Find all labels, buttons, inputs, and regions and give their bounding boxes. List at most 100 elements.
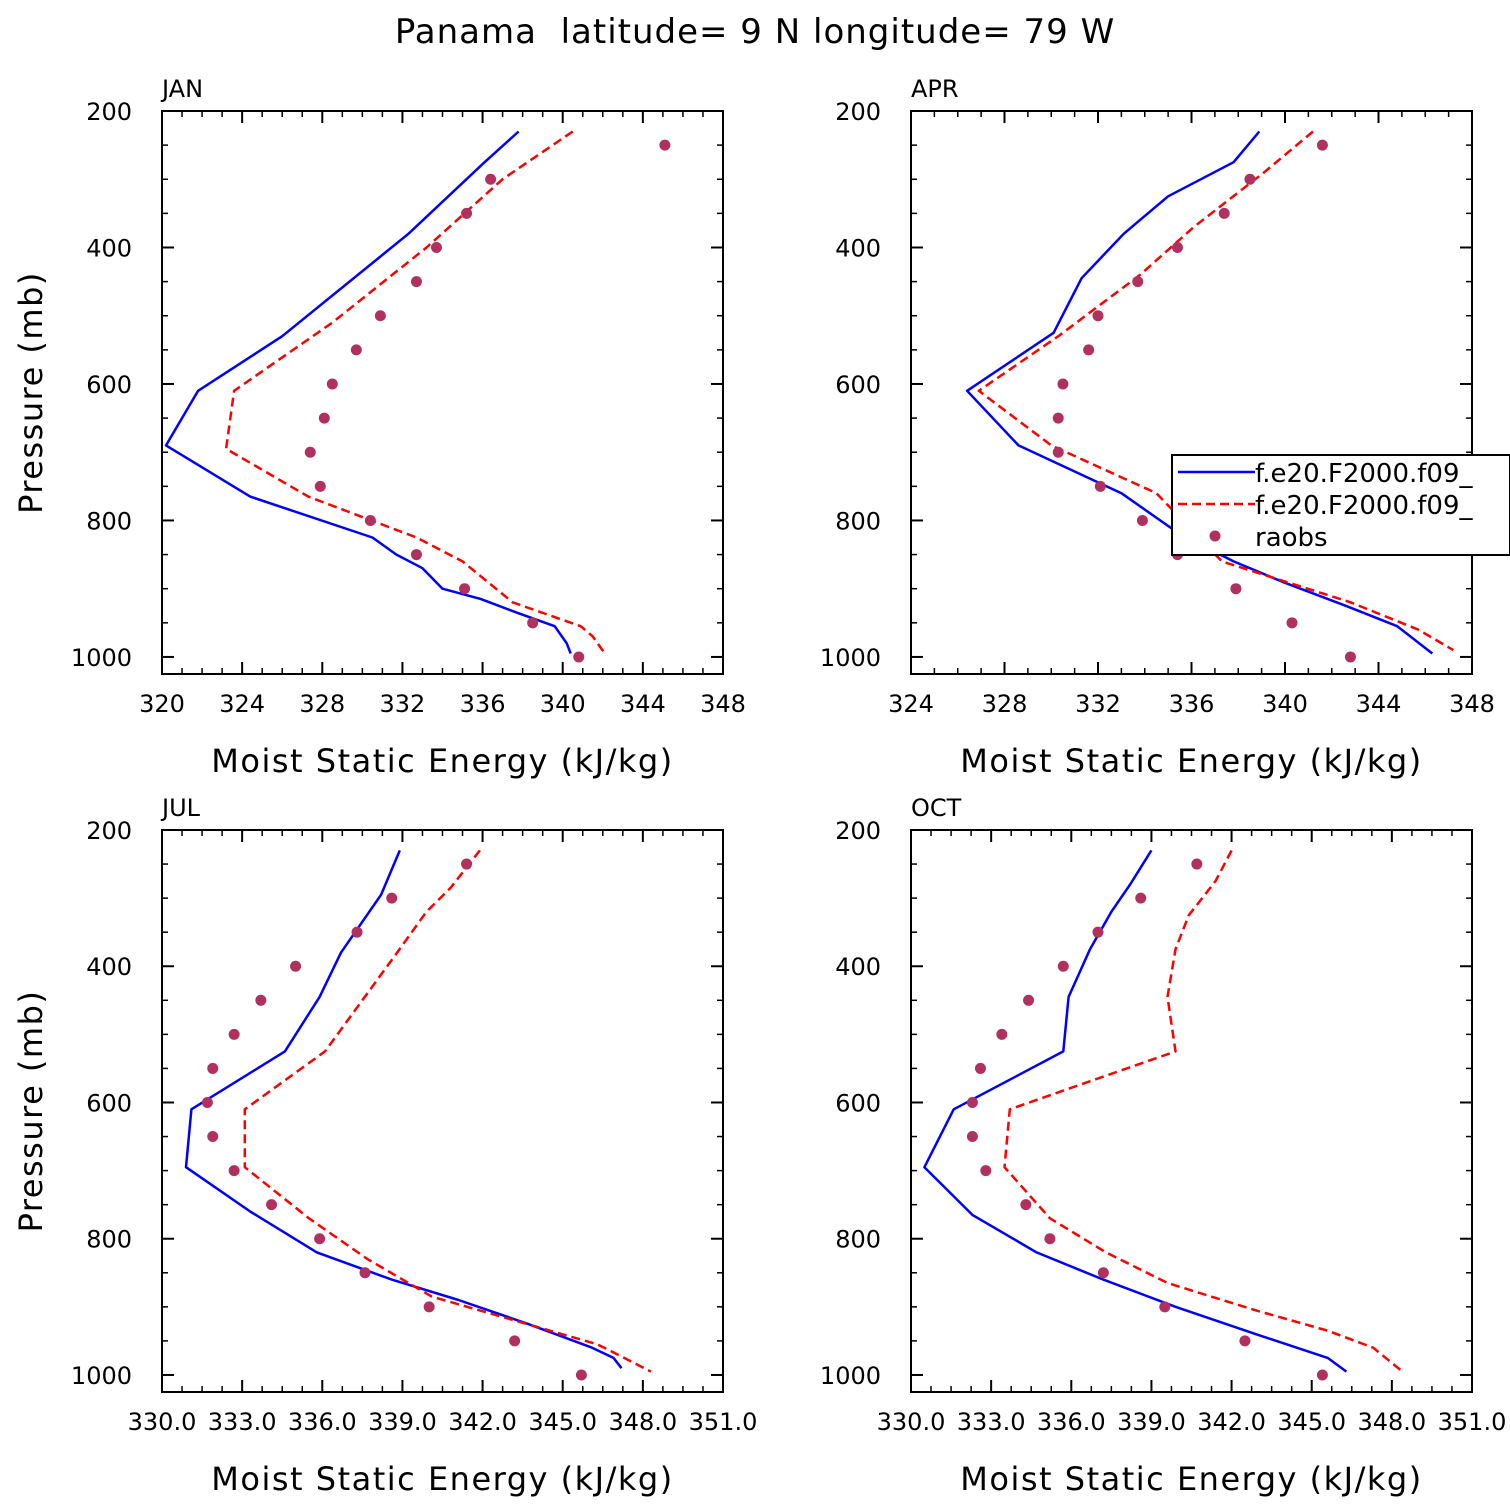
raobs-point (966, 1131, 978, 1143)
y-axis-label: Pressure (mb) (12, 990, 50, 1233)
x-tick-label: 339.0 (1117, 1408, 1186, 1436)
y-tick-label: 400 (86, 953, 132, 981)
plot-frame (161, 829, 724, 1393)
raobs-point (1159, 1301, 1171, 1313)
y-tick-label: 800 (86, 1226, 132, 1254)
y-tick-label: 200 (835, 98, 881, 126)
raobs-point (1171, 241, 1183, 253)
raobs-point (314, 480, 326, 492)
raobs-point (228, 1165, 240, 1177)
raobs-point (1057, 960, 1069, 972)
panel-title: OCT (911, 794, 962, 822)
x-tick-label: 348.0 (1357, 1408, 1426, 1436)
y-tick-label: 800 (835, 1226, 881, 1254)
x-tick-label: 332 (380, 690, 426, 718)
x-tick-label: 348.0 (608, 1408, 677, 1436)
raobs-point (326, 378, 338, 390)
y-tick-label: 600 (835, 371, 881, 399)
raobs-point (974, 1062, 986, 1074)
y-tick-label: 400 (835, 234, 881, 262)
raobs-point (1020, 1199, 1032, 1211)
raobs-point (1092, 926, 1104, 938)
raobs-point (255, 994, 267, 1006)
legend-label: f.e20.F2000.f09_ (1255, 491, 1473, 521)
raobs-point (996, 1028, 1008, 1040)
raobs-point (1218, 207, 1230, 219)
plot-data (965, 130, 1454, 663)
y-tick-label: 600 (86, 371, 132, 399)
plot-data (923, 849, 1404, 1381)
x-tick-label: 345.0 (1277, 1408, 1346, 1436)
raobs-point (318, 412, 330, 424)
raobs-point (201, 1096, 213, 1108)
model-line-dashed (224, 130, 606, 655)
raobs-point (1023, 994, 1035, 1006)
x-tick-label: 324 (888, 690, 934, 718)
y-tick-label: 800 (86, 507, 132, 535)
x-tick-label: 333.0 (208, 1408, 277, 1436)
raobs-point (207, 1062, 219, 1074)
raobs-point (1135, 892, 1147, 904)
raobs-point (1230, 583, 1242, 595)
x-tick-label: 328 (299, 690, 345, 718)
raobs-point (1239, 1335, 1251, 1347)
raobs-point (1052, 446, 1064, 458)
x-tick-label: 340 (540, 690, 586, 718)
raobs-point (659, 139, 671, 151)
legend-label: raobs (1255, 523, 1328, 553)
x-tick-label: 342.0 (448, 1408, 517, 1436)
raobs-point (1097, 1267, 1109, 1279)
x-axis-label: Moist Static Energy (kJ/kg) (960, 1460, 1422, 1498)
x-axis-label: Moist Static Energy (kJ/kg) (211, 742, 673, 780)
raobs-point (1092, 310, 1104, 322)
model-line-dashed (1003, 849, 1404, 1373)
model-line-solid (164, 130, 572, 654)
raobs-point (1094, 480, 1106, 492)
raobs-point (374, 310, 386, 322)
plot-data (164, 130, 671, 663)
model-line-solid (965, 130, 1434, 655)
y-axis-label: Pressure (mb) (12, 271, 50, 514)
raobs-point (509, 1335, 521, 1347)
x-tick-label: 336.0 (1037, 1408, 1106, 1436)
panel-apr: APR 324 328 332 336 340 344 348 200 400 600 800 1000… (820, 75, 1495, 780)
raobs-point (461, 858, 473, 870)
raobs-point (364, 514, 376, 526)
raobs-point (1344, 651, 1356, 663)
raobs-point (485, 173, 497, 185)
x-tick-label: 342.0 (1197, 1408, 1266, 1436)
model-line-dashed (977, 130, 1454, 652)
raobs-point (1132, 276, 1144, 288)
y-tick-label: 1000 (71, 644, 132, 672)
raobs-point (461, 207, 473, 219)
raobs-point (966, 1096, 978, 1108)
x-tick-label: 344 (620, 690, 666, 718)
y-tick-label: 400 (86, 234, 132, 262)
x-tick-label: 348 (700, 690, 746, 718)
panel-jan: JAN 320 324 328 332 336 340 344 348 200 400 600 800 1… (12, 75, 746, 780)
raobs-point (266, 1199, 278, 1211)
raobs-point (228, 1028, 240, 1040)
page-title: Panama latitude= 9 N longitude= 79 W (394, 12, 1116, 52)
panel-title: APR (911, 75, 959, 103)
raobs-point (1244, 173, 1256, 185)
plot-frame (910, 110, 1473, 675)
raobs-point (207, 1131, 219, 1143)
raobs-point (1083, 344, 1095, 356)
raobs-point (359, 1267, 371, 1279)
y-tick-label: 800 (835, 507, 881, 535)
raobs-point (290, 960, 302, 972)
raobs-point (1136, 514, 1148, 526)
y-tick-label: 600 (835, 1089, 881, 1117)
model-line-solid (923, 849, 1348, 1373)
x-tick-label: 340 (1262, 690, 1308, 718)
x-tick-label: 330.0 (128, 1408, 197, 1436)
raobs-point (386, 892, 398, 904)
y-tick-label: 1000 (820, 1362, 881, 1390)
legend-label: f.e20.F2000.f09_ (1255, 459, 1473, 489)
raobs-point (1316, 1369, 1328, 1381)
model-line-solid (184, 849, 623, 1369)
x-tick-label: 332 (1075, 690, 1121, 718)
legend: f.e20.F2000.f09_f.e20.F2000.f09_raobs (1171, 454, 1510, 556)
